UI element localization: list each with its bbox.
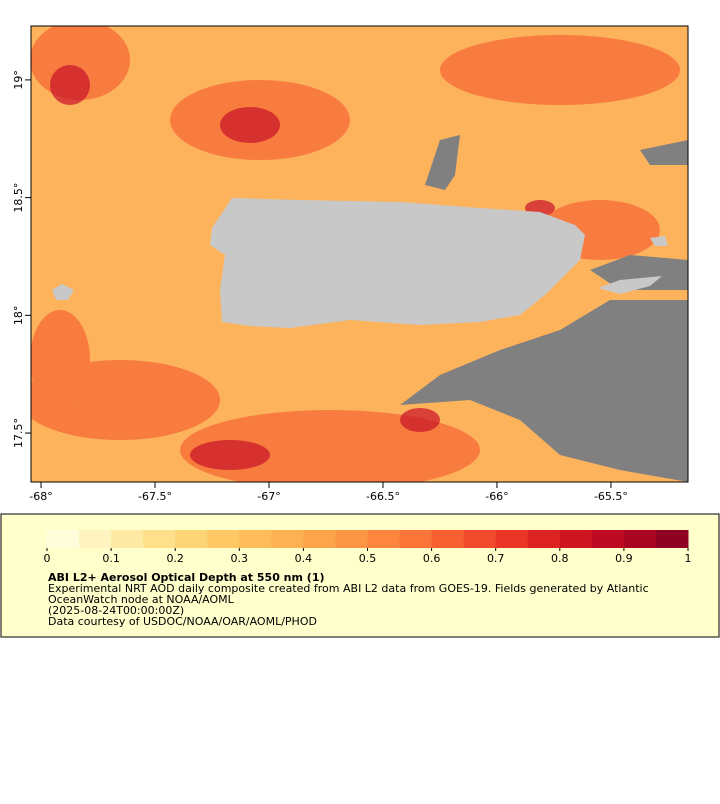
colorbar-swatch — [79, 530, 112, 548]
colorbar-tick-label: 1 — [685, 552, 692, 565]
y-tick-label: 18.5° — [12, 183, 25, 213]
colorbar-swatch — [335, 530, 368, 548]
colorbar-tick-label: 0.4 — [295, 552, 313, 565]
y-tick-label: 17.5° — [12, 418, 25, 448]
legend-line: Experimental NRT AOD daily composite cre… — [48, 582, 649, 595]
colorbar-tick-label: 0.8 — [551, 552, 569, 565]
colorbar-tick-label: 0.3 — [231, 552, 249, 565]
colorbar-swatch — [399, 530, 433, 548]
map-field — [31, 26, 688, 482]
colorbar-swatch — [143, 530, 176, 548]
colorbar-swatch — [559, 530, 593, 548]
colorbar-swatch — [175, 530, 208, 548]
legend-line: (2025-08-24T00:00:00Z) — [48, 604, 184, 617]
colorbar-swatch — [655, 530, 689, 548]
legend-lines: Experimental NRT AOD daily composite cre… — [48, 582, 649, 628]
colorbar-tick-label: 0.7 — [487, 552, 505, 565]
x-tick-label: -67° — [257, 490, 280, 503]
aod-patches — [31, 26, 680, 482]
aod-high — [50, 65, 555, 470]
legend-line: Data courtesy of USDOC/NOAA/OAR/AOML/PHO… — [48, 615, 317, 628]
colorbar-swatch — [239, 530, 272, 548]
legend-title: ABI L2+ Aerosol Optical Depth at 550 nm … — [48, 571, 325, 584]
colorbar-tick-label: 0.9 — [615, 552, 633, 565]
colorbar-swatch — [303, 530, 336, 548]
x-tick-label: -66.5° — [366, 490, 400, 503]
colorbar-swatch — [207, 530, 240, 548]
x-tick-label: -66° — [485, 490, 508, 503]
colorbar-swatch — [111, 530, 144, 548]
colorbar-swatch — [527, 530, 561, 548]
x-tick-label: -68° — [29, 490, 52, 503]
colorbar-swatch — [463, 530, 497, 548]
colorbar-tick-label: 0 — [44, 552, 51, 565]
colorbar-tick-label: 0.6 — [423, 552, 441, 565]
colorbar-swatch — [623, 530, 657, 548]
colorbar-tick-label: 0.5 — [359, 552, 377, 565]
y-tick-label: 19° — [12, 70, 25, 90]
colorbar-swatch — [495, 530, 529, 548]
x-tick-label: -67.5° — [138, 490, 172, 503]
colorbar-swatch — [431, 530, 465, 548]
axes: -68° -67.5° -67° -66.5° -66° -65.5° 19° 18.5° 18… — [12, 70, 628, 503]
colorbar-swatch — [367, 530, 401, 548]
colorbar-tick-label: 0.1 — [102, 552, 120, 565]
land — [52, 198, 668, 328]
legend-line: OceanWatch node at NOAA/AOML — [48, 593, 235, 606]
plot-frame — [30, 25, 689, 483]
x-tick-label: -65.5° — [594, 490, 628, 503]
y-tick-label: 18° — [12, 306, 25, 326]
colorbar-swatch — [271, 530, 304, 548]
colorbar-swatch — [47, 530, 80, 548]
colorbar-swatch — [591, 530, 625, 548]
no-data-land — [400, 135, 688, 482]
colorbar: 0 0.1 0.2 0.3 0.4 0.5 0.6 0.7 0.8 0.9 1 — [44, 530, 692, 565]
colorbar-tick-label: 0.2 — [166, 552, 184, 565]
